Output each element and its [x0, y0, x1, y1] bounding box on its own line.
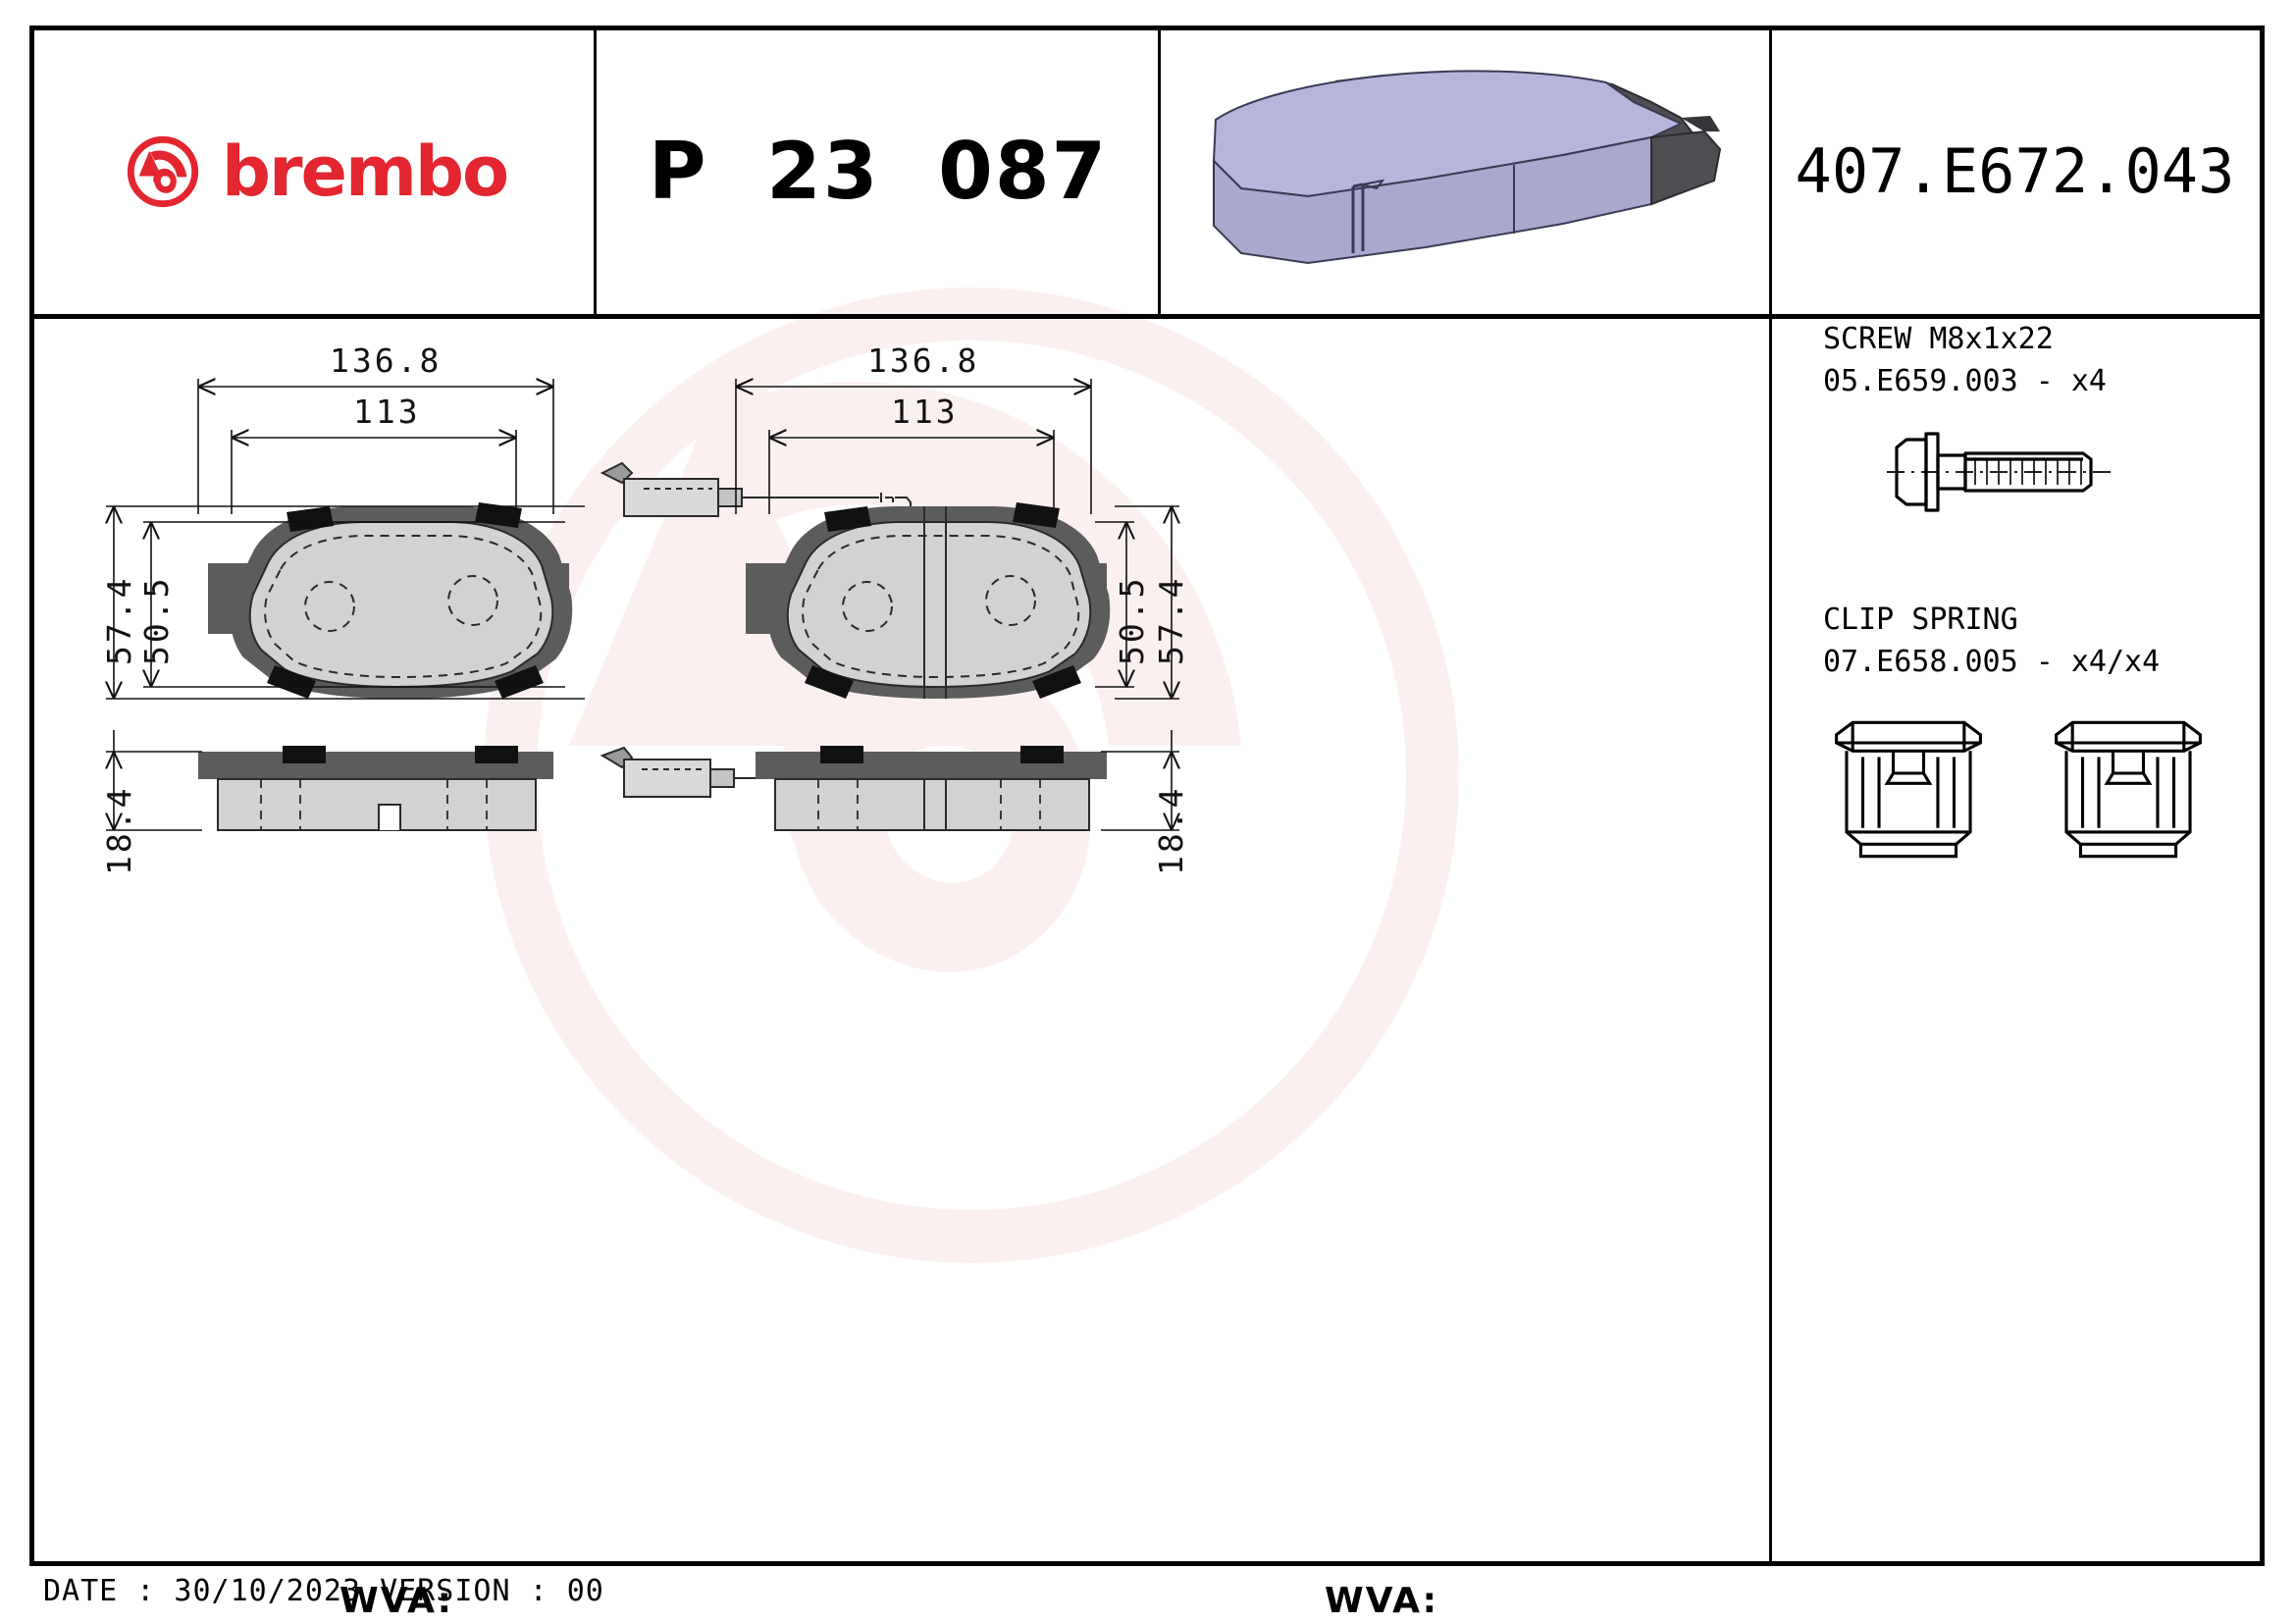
pad-technical-views: [35, 320, 1770, 831]
brand-logo-cell: brembo: [39, 31, 594, 311]
right-dimension-lines: [735, 379, 1179, 700]
right-dim-thickness: 18.4: [1152, 785, 1190, 875]
catalog-number-cell: 407.E672.043: [1772, 31, 2258, 311]
right-dim-backplate-width: 113: [891, 393, 959, 431]
left-pad-annotation: WVA: 23708 QTY: x3: [339, 1464, 600, 1624]
catalog-number: 407.E672.043: [1795, 135, 2235, 207]
brake-pad-3d-render-icon: [1212, 69, 1722, 264]
left-dim-overall-width: 136.8: [330, 341, 443, 380]
right-dim-friction-height: 50.5: [1113, 575, 1151, 665]
header-vdivider-2: [1158, 27, 1161, 316]
footer-date-version: DATE : 30/10/2023 VERSION : 00: [43, 1574, 604, 1608]
part-number-cell: P 23 087: [599, 31, 1158, 311]
screw-code: 05.E659.003 - x4: [1823, 363, 2107, 398]
screw-title: SCREW M8x1x22: [1823, 322, 2054, 356]
right-dim-overall-width: 136.8: [867, 341, 980, 380]
left-dimension-lines: [106, 379, 585, 700]
accessory-column: SCREW M8x1x22 05.E659.003 - x4: [1772, 319, 2265, 1561]
accessory-item-screw: SCREW M8x1x22 05.E659.003 - x4: [1772, 319, 2265, 516]
drawing-area: 136.8 113 57.4 50.5 18.4 136.8 113 50.5 …: [35, 320, 1770, 1560]
right-pad-annotation: WVA: 23709 QTY: x1: [1325, 1464, 1586, 1624]
accessory-column-divider: [1769, 314, 1772, 1564]
footer-divider: [29, 1561, 2265, 1566]
accessory-item-clip-spring: CLIP SPRING 07.E658.005 - x4/x4: [1772, 600, 2265, 864]
right-wva-label: WVA:: [1325, 1580, 1439, 1621]
clip-spring-title: CLIP SPRING: [1823, 602, 2018, 637]
left-thickness-dimension: [106, 730, 202, 831]
left-pad-assembly: [208, 502, 573, 699]
brand-wordmark: brembo: [221, 131, 509, 212]
hex-flange-bolt-icon: [1772, 428, 2265, 516]
left-dim-friction-height: 50.5: [137, 575, 176, 665]
right-thickness-dimension: [1101, 730, 1179, 831]
right-pad-side-view: [600, 746, 1107, 831]
header-vdivider-3: [1769, 27, 1772, 316]
product-render-cell: [1161, 31, 1769, 311]
brembo-swirl-icon: [126, 134, 200, 209]
right-dim-overall-height: 57.4: [1152, 575, 1190, 665]
left-dim-overall-height: 57.4: [100, 575, 138, 665]
header-vdivider-1: [594, 27, 597, 316]
left-wva-label: WVA:: [339, 1580, 454, 1621]
header-divider: [29, 314, 2265, 319]
left-dim-thickness: 18.4: [100, 785, 138, 875]
left-pad-side-view: [198, 746, 553, 831]
clip-spring-code: 07.E658.005 - x4/x4: [1823, 644, 2161, 679]
clip-spring-pair-icon: [1772, 712, 2265, 864]
left-dim-backplate-width: 113: [353, 393, 421, 431]
part-number: P 23 087: [648, 126, 1109, 217]
right-pad-assembly: [600, 461, 1111, 699]
